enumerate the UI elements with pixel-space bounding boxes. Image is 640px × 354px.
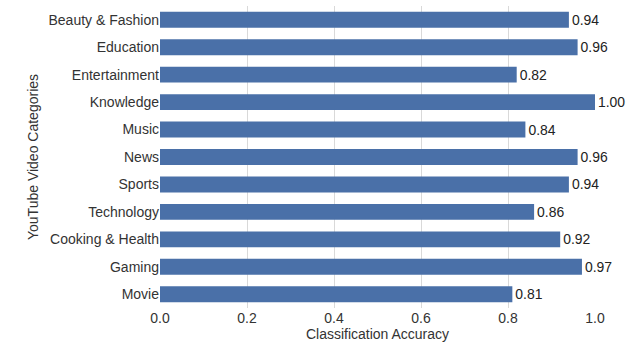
svg-text:0.81: 0.81 [515,286,542,302]
svg-text:Classification Accuracy: Classification Accuracy [306,326,449,342]
svg-text:0.82: 0.82 [520,67,547,83]
svg-text:Sports: Sports [119,176,159,192]
svg-text:0.94: 0.94 [572,176,599,192]
svg-text:0.96: 0.96 [581,149,608,165]
svg-text:YouTube Video Categories: YouTube Video Categories [25,74,41,240]
svg-text:0.6: 0.6 [411,310,431,326]
svg-text:Knowledge: Knowledge [90,94,159,110]
svg-text:Cooking & Health: Cooking & Health [50,231,159,247]
svg-text:0.94: 0.94 [572,12,599,28]
svg-text:0.92: 0.92 [563,231,590,247]
svg-text:1.0: 1.0 [585,310,605,326]
svg-text:Movie: Movie [122,286,160,302]
svg-text:Technology: Technology [88,204,159,220]
svg-text:News: News [124,149,159,165]
svg-text:0.4: 0.4 [324,310,344,326]
svg-text:Entertainment: Entertainment [72,67,159,83]
svg-text:Music: Music [122,121,159,137]
svg-text:0.97: 0.97 [585,259,612,275]
svg-text:0.84: 0.84 [528,122,555,138]
svg-text:1.00: 1.00 [598,94,625,110]
svg-text:Education: Education [97,39,159,55]
svg-text:0.0: 0.0 [150,310,170,326]
svg-text:0.96: 0.96 [581,39,608,55]
svg-text:0.8: 0.8 [498,310,518,326]
svg-text:0.2: 0.2 [237,310,257,326]
svg-text:0.86: 0.86 [537,204,564,220]
svg-text:Gaming: Gaming [110,259,159,275]
svg-text:Beauty & Fashion: Beauty & Fashion [48,12,159,28]
